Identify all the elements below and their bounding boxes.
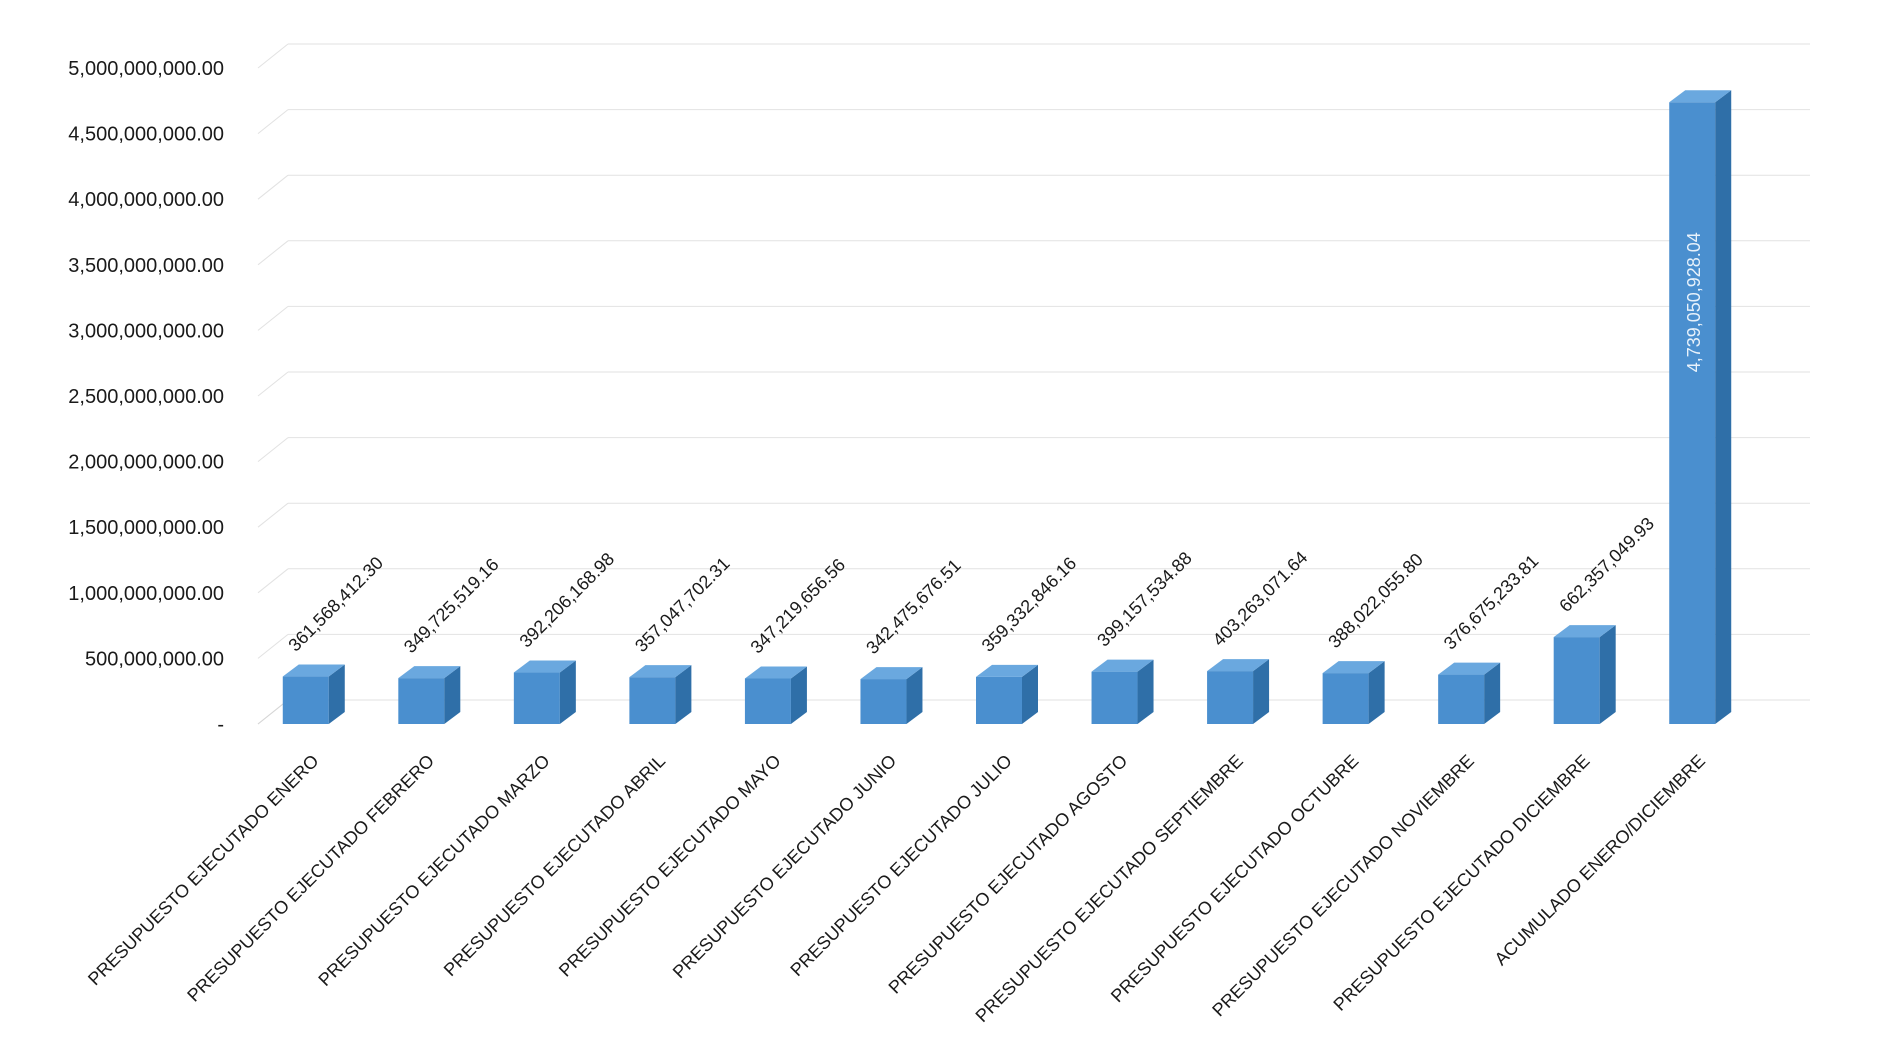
bar [282, 676, 329, 724]
bar-top [1091, 659, 1154, 672]
bar [1438, 674, 1485, 724]
bar-top [513, 660, 576, 673]
bar-side [1599, 625, 1616, 724]
grid-line-diagonal [257, 174, 289, 200]
y-tick-label: - [217, 714, 224, 736]
grid-line-diagonal [257, 502, 289, 528]
y-tick-label: 500,000,000.00 [85, 648, 224, 670]
grid-line-diagonal [257, 240, 289, 266]
y-tick-label: 2,000,000,000.00 [68, 452, 224, 474]
bar [1207, 671, 1254, 724]
bar-top [1438, 662, 1501, 675]
bar [1322, 673, 1369, 724]
y-tick-label: 1,000,000,000.00 [68, 583, 224, 605]
y-tick-label: 4,000,000,000.00 [68, 189, 224, 211]
bar [1669, 102, 1716, 725]
bars [282, 90, 1732, 725]
bar-top [629, 665, 692, 678]
bar [398, 678, 445, 724]
bar-top [1669, 90, 1732, 103]
data-label: 4,739,050,928.04 [1684, 232, 1704, 372]
y-tick-label: 2,500,000,000.00 [68, 386, 224, 408]
y-tick-label: 4,500,000,000.00 [68, 124, 224, 146]
bar-side [559, 660, 576, 724]
bar-side [444, 666, 461, 724]
bar-side [1715, 90, 1732, 725]
y-tick-label: 3,500,000,000.00 [68, 255, 224, 277]
bar-side [1484, 662, 1501, 724]
grid-line-diagonal [257, 634, 289, 659]
bar-top [1553, 625, 1616, 638]
y-tick-label: 3,000,000,000.00 [68, 320, 224, 342]
bar-side [1253, 659, 1270, 724]
grid-line-diagonal [257, 109, 289, 134]
bar-side [1368, 661, 1385, 724]
bar-top [860, 667, 923, 680]
bar-top [976, 664, 1038, 677]
bar-side [675, 665, 692, 724]
bar-side [790, 666, 807, 724]
bar [513, 672, 560, 724]
bar-top [1207, 659, 1270, 672]
bar-side [328, 664, 345, 724]
bar-top [1322, 661, 1385, 674]
bar-top [282, 664, 345, 677]
bar [744, 678, 791, 724]
bar-side [1022, 664, 1038, 724]
grid-line-diagonal [257, 43, 289, 69]
grid-line-diagonal [257, 437, 289, 462]
grid-line-diagonal [257, 306, 289, 331]
bar-top [744, 666, 807, 679]
bar-side [906, 667, 923, 724]
grid-line-diagonal [257, 371, 289, 397]
bar [860, 679, 907, 724]
bar-side [1137, 659, 1154, 724]
y-tick-label: 5,000,000,000.00 [68, 58, 224, 80]
bar [1553, 637, 1600, 724]
grid-lines [257, 43, 1810, 725]
bar [629, 677, 676, 724]
bar-top [398, 666, 461, 679]
grid-line-diagonal [257, 568, 289, 594]
bar [1091, 671, 1138, 724]
bar [976, 676, 1022, 724]
y-tick-label: 1,500,000,000.00 [68, 517, 224, 539]
y-axis-tick-labels: - 500,000,000.00 1,000,000,000.00 1,500,000… [68, 58, 224, 736]
